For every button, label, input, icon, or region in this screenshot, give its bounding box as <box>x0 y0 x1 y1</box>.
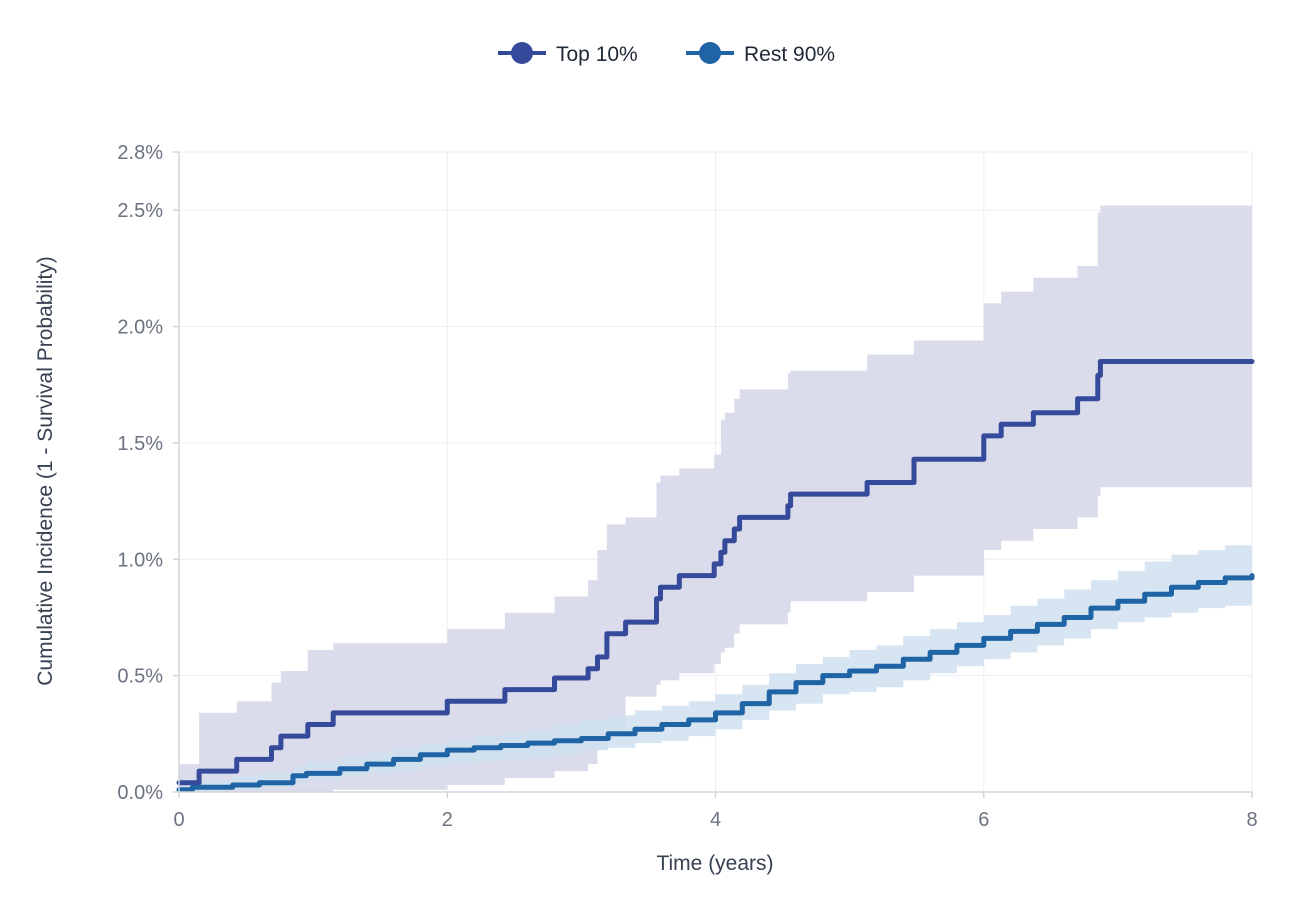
y-tick-label: 1.0% <box>117 549 163 571</box>
y-tick-label: 1.5% <box>117 433 163 455</box>
top10-line[interactable] <box>176 359 1255 786</box>
y-tick-label: 0.5% <box>117 666 163 688</box>
y-tick-label: 2.8% <box>117 142 163 164</box>
y-tick-label: 2.0% <box>117 317 163 339</box>
legend-marker-swatch <box>699 42 721 64</box>
x-axis-title: Time (years) <box>656 852 773 875</box>
legend-item-rest90[interactable]: Rest 90% <box>686 42 835 66</box>
rest90-line[interactable] <box>176 573 1255 793</box>
axes: 0 2 4 6 8 0.0% 0.5% 1.0% 1.5% 2.0% 2.5% 2.8% <box>117 142 1257 831</box>
y-tick-label: 0.0% <box>117 782 163 804</box>
y-tick-label: 2.5% <box>117 200 163 222</box>
x-tick-label: 4 <box>710 809 721 831</box>
y-axis-title: Cumulative Incidence (1 - Survival Proba… <box>34 256 57 686</box>
x-tick-label: 2 <box>442 809 453 831</box>
legend-marker-swatch <box>511 42 533 64</box>
legend-item-top10[interactable]: Top 10% <box>498 42 638 66</box>
legend[interactable]: Top 10% Rest 90% <box>498 42 835 66</box>
top10-ci-band <box>179 200 1252 792</box>
legend-label: Top 10% <box>556 43 638 66</box>
x-tick-label: 0 <box>173 809 184 831</box>
legend-label: Rest 90% <box>744 43 835 66</box>
rest90-ci-band <box>179 543 1252 792</box>
x-tick-label: 6 <box>978 809 989 831</box>
series-lines <box>176 359 1255 793</box>
x-tick-label: 8 <box>1246 809 1257 831</box>
confidence-bands <box>179 200 1252 792</box>
